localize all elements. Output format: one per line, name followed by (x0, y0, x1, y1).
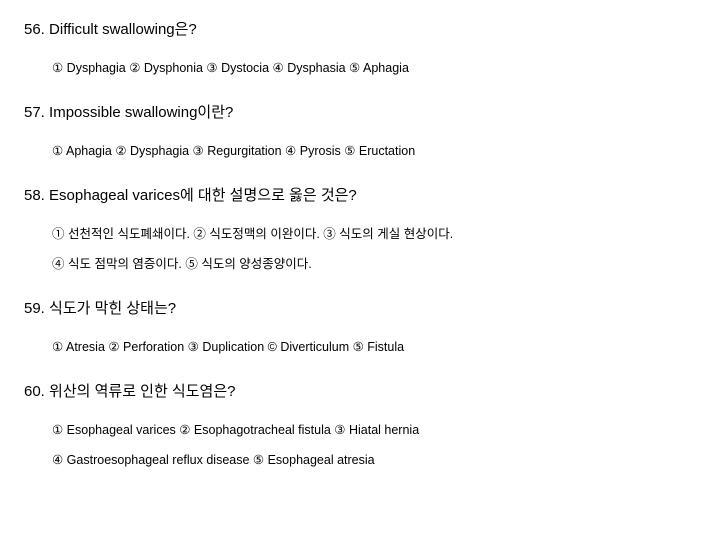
question-59: 59. 식도가 막힌 상태는? ① Atresia ② Perforation … (24, 297, 696, 362)
question-options: ① Atresia ② Perforation ③ Duplication © … (52, 332, 696, 362)
question-number: 59. (24, 300, 45, 317)
option-line: ① 선천적인 식도폐쇄이다. ② 식도정맥의 이완이다. ③ 식도의 게실 현상… (52, 219, 696, 249)
option-line: ④ Gastroesophageal reflux disease ⑤ Esop… (52, 445, 696, 475)
question-options: ① Aphagia ② Dysphagia ③ Regurgitation ④ … (52, 136, 696, 166)
question-options: ① Dysphagia ② Dysphonia ③ Dystocia ④ Dys… (52, 53, 696, 83)
question-title: 59. 식도가 막힌 상태는? (24, 297, 696, 318)
question-58: 58. Esophageal varices에 대한 설명으로 옳은 것은? ①… (24, 184, 696, 279)
question-text: Impossible swallowing이란? (49, 104, 233, 121)
question-options: ① Esophageal varices ② Esophagotracheal … (52, 415, 696, 475)
question-text: Esophageal varices에 대한 설명으로 옳은 것은? (49, 187, 357, 204)
question-title: 58. Esophageal varices에 대한 설명으로 옳은 것은? (24, 184, 696, 205)
question-title: 57. Impossible swallowing이란? (24, 101, 696, 122)
question-title: 60. 위산의 역류로 인한 식도염은? (24, 380, 696, 401)
question-57: 57. Impossible swallowing이란? ① Aphagia ②… (24, 101, 696, 166)
option-line: ④ 식도 점막의 염증이다. ⑤ 식도의 양성종양이다. (52, 249, 696, 279)
question-text: Difficult swallowing은? (49, 21, 197, 38)
question-number: 57. (24, 104, 45, 121)
option-line: ① Aphagia ② Dysphagia ③ Regurgitation ④ … (52, 136, 696, 166)
question-60: 60. 위산의 역류로 인한 식도염은? ① Esophageal varice… (24, 380, 696, 475)
question-number: 56. (24, 21, 45, 38)
option-line: ① Atresia ② Perforation ③ Duplication © … (52, 332, 696, 362)
question-56: 56. Difficult swallowing은? ① Dysphagia ②… (24, 18, 696, 83)
question-text: 위산의 역류로 인한 식도염은? (49, 383, 235, 400)
option-line: ① Dysphagia ② Dysphonia ③ Dystocia ④ Dys… (52, 53, 696, 83)
question-options: ① 선천적인 식도폐쇄이다. ② 식도정맥의 이완이다. ③ 식도의 게실 현상… (52, 219, 696, 279)
question-number: 60. (24, 383, 45, 400)
question-number: 58. (24, 187, 45, 204)
question-title: 56. Difficult swallowing은? (24, 18, 696, 39)
option-line: ① Esophageal varices ② Esophagotracheal … (52, 415, 696, 445)
question-text: 식도가 막힌 상태는? (49, 300, 176, 317)
